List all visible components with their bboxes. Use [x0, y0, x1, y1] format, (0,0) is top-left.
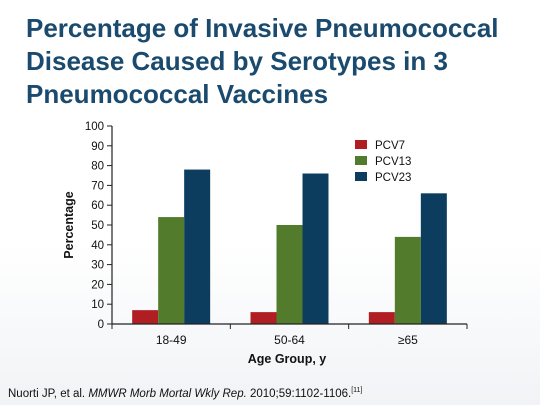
x-tick-label: ≥65 — [398, 333, 418, 347]
y-axis: 0 10 20 30 40 50 60 70 80 90 100 — [85, 121, 112, 331]
y-tick-label: 80 — [91, 161, 104, 173]
x-axis-label: Age Group, y — [248, 352, 327, 366]
y-tick-label: 70 — [91, 180, 104, 192]
bar-pcv23-2 — [420, 193, 447, 324]
axis-lines — [111, 126, 467, 325]
bar-pcv7-0 — [132, 310, 159, 324]
legend-label-pcv7: PCV7 — [375, 140, 405, 152]
bars — [132, 169, 447, 324]
bar-pcv13-0 — [158, 217, 185, 324]
x-axis: 18-49 50-64 ≥65 — [111, 324, 468, 347]
y-tick-label: 60 — [91, 200, 104, 212]
bar-pcv13-2 — [394, 236, 421, 324]
legend: PCV7 PCV13 PCV23 — [355, 140, 411, 184]
bar-pcv7-1 — [250, 312, 277, 324]
citation-authors: Nuorti JP, et al. — [8, 387, 89, 400]
y-tick-label: 20 — [91, 279, 104, 291]
citation-ref: [11] — [351, 387, 363, 394]
bar-pcv7-2 — [368, 312, 395, 324]
y-tick-label: 50 — [91, 220, 104, 232]
bar-pcv23-0 — [184, 169, 211, 324]
citation: Nuorti JP, et al. MMWR Morb Mortal Wkly … — [8, 387, 362, 400]
y-axis-label: Percentage — [62, 191, 76, 258]
y-tick-label: 100 — [85, 121, 104, 133]
legend-label-pcv23: PCV23 — [375, 172, 411, 184]
slide-title: Percentage of Invasive Pneumococcal Dise… — [26, 13, 499, 109]
x-tick-label: 18-49 — [156, 333, 187, 347]
y-tick-label: 90 — [91, 141, 104, 153]
y-tick-label: 30 — [91, 260, 104, 272]
legend-label-pcv13: PCV13 — [375, 156, 411, 168]
legend-swatch-pcv13 — [355, 156, 367, 165]
citation-details: 2010;59:1102-1106. — [246, 387, 352, 400]
legend-swatch-pcv23 — [355, 172, 367, 181]
legend-swatch-pcv7 — [355, 140, 367, 149]
y-tick-label: 0 — [98, 319, 104, 331]
y-tick-label: 10 — [91, 299, 104, 311]
bar-pcv13-1 — [276, 225, 303, 324]
bar-pcv23-1 — [302, 173, 329, 324]
x-tick-label: 50-64 — [274, 333, 305, 347]
y-tick-label: 40 — [91, 240, 104, 252]
citation-journal: MMWR Morb Mortal Wkly Rep. — [88, 387, 247, 400]
